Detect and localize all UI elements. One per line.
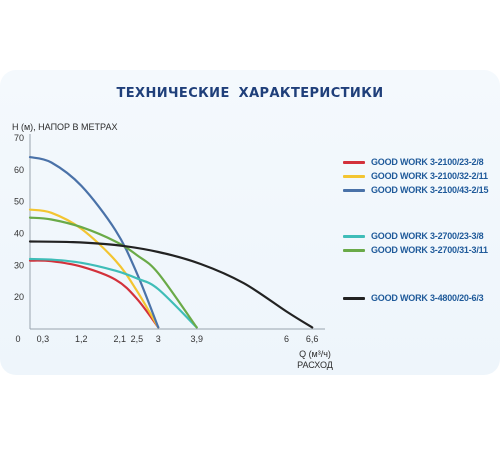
- x-axis-label: Q (м³/ч) РАСХОД: [285, 349, 345, 371]
- legend-swatch: [343, 234, 365, 238]
- y-tick-label: 20: [14, 292, 24, 302]
- legend-item: GOOD WORK 3-2100/43-2/15: [343, 184, 488, 196]
- legend-label: GOOD WORK 3-2100/43-2/15: [371, 185, 489, 195]
- x-tick-label: 6,6: [306, 334, 319, 344]
- legend-label: GOOD WORK 3-2700/31-3/11: [371, 245, 488, 255]
- legend-label: GOOD WORK 3-2100/23-2/8: [371, 157, 484, 167]
- legend-item: GOOD WORK 3-2700/23-3/8: [343, 230, 484, 242]
- x-tick-label: 2,5: [131, 334, 144, 344]
- x-tick-label: 3: [156, 334, 161, 344]
- legend-swatch: [343, 248, 365, 252]
- legend-item: GOOD WORK 3-2100/32-2/11: [343, 170, 488, 182]
- legend-item: GOOD WORK 3-4800/20-6/3: [343, 292, 484, 304]
- x-tick-label: 0: [15, 334, 20, 344]
- legend-swatch: [343, 174, 365, 178]
- y-tick-label: 30: [14, 260, 24, 270]
- series-line-5: [28, 216, 198, 329]
- legend-swatch: [343, 160, 365, 164]
- legend-item: GOOD WORK 3-2700/31-3/11: [343, 244, 488, 256]
- series-line-3: [28, 156, 160, 329]
- legend-label: GOOD WORK 3-4800/20-6/3: [371, 293, 484, 303]
- x-tick-label: 0,3: [37, 334, 50, 344]
- legend-item: GOOD WORK 3-2100/23-2/8: [343, 156, 484, 168]
- y-tick-label: 60: [14, 165, 24, 175]
- x-tick-label: 2,1: [114, 334, 127, 344]
- legend-swatch: [343, 188, 365, 192]
- y-tick-label: 50: [14, 197, 24, 207]
- x-axis-label-unit: Q (м³/ч): [299, 349, 331, 359]
- chart-title: ТЕХНИЧЕСКИЕ ХАРАКТЕРИСТИКИ: [116, 86, 384, 101]
- x-tick-label: 1,2: [75, 334, 88, 344]
- y-tick-label: 70: [14, 133, 24, 143]
- legend-label: GOOD WORK 3-2700/23-3/8: [371, 231, 484, 241]
- x-tick-label: 3,9: [190, 334, 203, 344]
- series-line-2: [28, 208, 160, 329]
- y-tick-label: 40: [14, 229, 24, 239]
- x-tick-label: 6: [284, 334, 289, 344]
- series-line-1: [28, 259, 160, 329]
- x-axis-label-name: РАСХОД: [297, 360, 333, 370]
- legend-label: GOOD WORK 3-2100/32-2/11: [371, 171, 488, 181]
- legend-swatch: [343, 296, 365, 300]
- series-line-6: [28, 240, 314, 329]
- y-axis-label: H (м), НАПОР В МЕТРАХ: [12, 122, 118, 132]
- series-line-4: [28, 257, 198, 329]
- chart-card: [0, 70, 500, 375]
